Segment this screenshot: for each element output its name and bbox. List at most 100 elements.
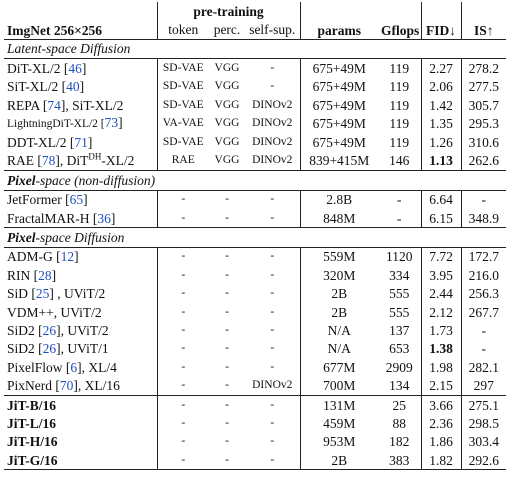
text-segment: -XL/2: [101, 153, 135, 169]
selfsup-cell: -: [270, 323, 275, 336]
token-cell: SD-VAE: [156, 95, 209, 115]
citation: 70: [59, 378, 74, 394]
header-pretraining: pre-training: [156, 2, 300, 21]
token-cell: -: [156, 247, 209, 267]
token-cell: RAE: [156, 151, 209, 171]
perc-cell: -: [225, 323, 229, 336]
text-segment: REPA [: [7, 97, 48, 113]
text-segment: DDT-XL/2 [: [7, 135, 75, 151]
perc-cell: -: [225, 416, 229, 429]
perc-cell: -: [225, 211, 229, 224]
table-row: ADM-G [12] - - -559M 1120 7.72 172.7: [4, 247, 506, 267]
text-segment: JiT-H/16: [7, 434, 58, 450]
text-segment: Pixel: [7, 229, 36, 245]
gflops-cell: 653: [389, 341, 410, 357]
token-cell: -: [156, 394, 209, 415]
fid-cell: 2.44: [420, 284, 461, 303]
text-segment: DH: [88, 151, 102, 162]
citation: 36: [97, 210, 111, 226]
method-cell: SiD2 [26], UViT/2: [4, 321, 157, 339]
selfsup-cell: DINOv2: [252, 98, 293, 111]
table-row: RAE [78], DiTDH-XL/2 RAE VGG DINOv2 839+415M…: [4, 151, 506, 171]
perc-cell: -: [209, 450, 245, 471]
is-cell: -: [460, 321, 506, 340]
selfsup-cell: -: [270, 80, 275, 93]
params-cell: 559M: [299, 247, 378, 267]
gflops-cell: 88: [392, 415, 407, 431]
perc-cell: VGG: [214, 61, 240, 74]
is-cell: -: [460, 339, 506, 359]
token-cell: -: [156, 376, 209, 396]
table-row: RIN [28] - - -320M 334 3.95 216.0: [4, 266, 506, 285]
citation: 73: [104, 115, 119, 131]
table-row: JiT-G/16- - -2B 383 1.82 292.6: [4, 450, 506, 471]
perc-cell: -: [225, 268, 229, 281]
token-cell: -: [156, 190, 209, 209]
text-segment: JiT-G/16: [7, 452, 58, 468]
method-cell: FractalMAR-H [36]: [4, 209, 157, 228]
text-segment: ]: [118, 115, 123, 131]
params-cell: 848M: [299, 208, 378, 228]
header-row: token perc. self-sup.: [4, 20, 506, 40]
method-cell: ADM-G [12]: [4, 247, 157, 266]
perc-cell: VGG: [214, 80, 240, 93]
params-cell: 675+49M: [299, 114, 378, 134]
text-segment: ], SiT-XL/2: [60, 97, 124, 113]
is-cell: 278.2: [460, 58, 506, 78]
table-row: SiT-XL/2 [40] SD-VAE VGG -675+49M 119 2.06 277…: [4, 77, 506, 96]
header-perc: perc.: [209, 20, 245, 40]
header-row: ImgNet 256×256 pre-training params Gflop…: [4, 2, 506, 40]
section-header: Pixel-space (non-diffusion): [4, 170, 506, 191]
params-cell: 2B: [299, 450, 378, 471]
selfsup-cell: -: [270, 342, 275, 355]
selfsup-cell: -: [270, 193, 275, 206]
is-cell: 292.6: [460, 450, 506, 471]
method-cell: SiD2 [26], UViT/1: [4, 340, 157, 358]
citation: 78: [41, 153, 56, 169]
perc-cell: -: [225, 250, 229, 263]
params-cell: 677M: [299, 358, 378, 377]
header-is: IS↑: [460, 2, 506, 40]
text-segment: ], XL/4: [77, 359, 117, 375]
selfsup-cell: -: [270, 416, 275, 429]
table-row: SiD2 [26], UViT/1- - - N/A 653 1.38-: [4, 339, 506, 359]
citation: 46: [68, 60, 82, 76]
table-row: JiT-H/16 - - - 953M 182 1.86 303.4: [4, 432, 506, 451]
fid-cell: 1.73: [420, 321, 461, 340]
selfsup-cell: DINOv2: [252, 154, 293, 167]
table-row: DDT-XL/2 [71] SD-VAE VGG DINOv2 675+49M 119 1.…: [4, 133, 506, 152]
method-cell: JiT-B/16: [4, 394, 157, 415]
params-cell: 675+49M: [299, 133, 378, 152]
token-cell: -: [156, 339, 209, 359]
params-cell: 2.8B: [299, 190, 378, 209]
citation: 26: [42, 341, 57, 357]
method-cell: LightningDiT-XL/2 [73]: [4, 114, 157, 133]
params-cell: N/A: [299, 321, 378, 340]
header-selfsup: self-sup.: [245, 20, 300, 40]
table-row: DiT-XL/2 [46] SD-VAE VGG -675+49M 119 2.27 278…: [4, 58, 506, 78]
method-cell: DiT-XL/2 [46]: [4, 59, 157, 78]
gflops-cell: 119: [389, 60, 410, 76]
text-segment: RAE [: [7, 153, 42, 169]
text-segment: ADM-G [: [7, 249, 61, 265]
text-segment: ]: [83, 192, 88, 208]
token-cell: -: [156, 432, 209, 451]
text-segment: ], UViT/2: [56, 322, 109, 338]
text-segment: ], XL/16: [73, 378, 120, 394]
token-cell: SD-VAE: [156, 133, 209, 152]
text-segment: ]: [87, 135, 93, 151]
section-title: Pixel-space (non-diffusion): [4, 170, 506, 191]
is-cell: 256.3: [460, 284, 506, 303]
selfsup-cell: -: [270, 435, 275, 448]
table-row: SiD [25] , UViT/2- - -2B 555 2.44 256.3: [4, 284, 506, 303]
text-segment: JiT-B/16: [7, 397, 57, 413]
gflops-cell: 119: [389, 135, 410, 151]
gflops-cell: 334: [389, 267, 410, 283]
gflops-cell: 1120: [386, 249, 413, 265]
table-row: JetFormer [65] - - -2.8B -6.64-: [4, 190, 506, 209]
method-cell: RIN [28]: [4, 266, 157, 284]
text-segment: DiT-XL/2 [: [7, 60, 69, 76]
perc-cell: VGG: [214, 98, 240, 111]
section-title: Pixel-space Diffusion: [4, 227, 506, 248]
